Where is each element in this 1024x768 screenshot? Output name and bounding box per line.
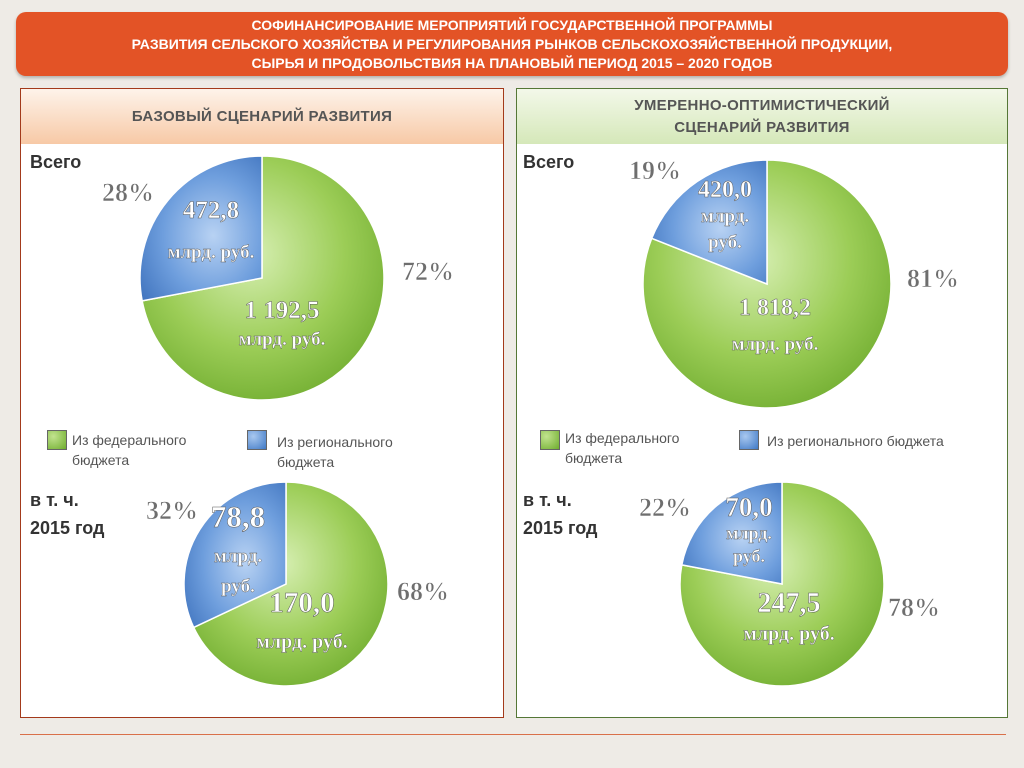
legend-federal-left-line-2: бюджета xyxy=(72,452,130,468)
legend-regional-left-line-1: Из регионального xyxy=(277,434,393,450)
legend-regional-swatch-left xyxy=(247,430,267,450)
unit-label-regional-right-2015: млрд. xyxy=(726,523,772,543)
left-year-label-line-1: в т. ч. xyxy=(30,490,79,510)
pie-slice-federal-right-total xyxy=(642,159,892,409)
optimistic-scenario-heading: УМЕРЕННО-ОПТИМИСТИЧЕСКИЙ СЦЕНАРИЙ РАЗВИТ… xyxy=(517,89,1007,144)
legend-federal-left-line-1: Из федерального xyxy=(72,432,187,448)
unit-label-regional-left-2015: руб. xyxy=(221,576,255,597)
value-label-federal-right-total: 1 818,2 xyxy=(739,295,811,321)
unit-label-federal-left-2015: млрд. руб. xyxy=(256,631,347,653)
legend-federal-label-right: Из федерального бюджета xyxy=(565,428,679,468)
footer-divider xyxy=(20,734,1006,735)
title-line-3: СЫРЬЯ И ПРОДОВОЛЬСТВИЯ НА ПЛАНОВЫЙ ПЕРИО… xyxy=(251,54,773,71)
unit-label-regional-right-total: млрд. xyxy=(701,206,749,227)
legend-regional-left-line-2: бюджета xyxy=(277,454,335,470)
title-line-1: СОФИНАНСИРОВАНИЕ МЕРОПРИЯТИЙ ГОСУДАРСТВЕ… xyxy=(251,16,773,33)
percent-label-regional-left-total: 28% xyxy=(102,178,154,207)
pie-slice-federal-left-total xyxy=(141,155,385,401)
optimistic-heading-line-2: СЦЕНАРИЙ РАЗВИТИЯ xyxy=(674,118,850,136)
value-label-federal-left-total: 1 192,5 xyxy=(245,297,320,324)
percent-label-federal-right-2015: 78% xyxy=(888,593,940,622)
value-label-regional-left-2015: 78,8 xyxy=(211,499,265,534)
unit-label-federal-left-total: млрд. руб. xyxy=(239,329,326,350)
right-total-label: Всего xyxy=(523,152,575,172)
base-scenario-heading: БАЗОВЫЙ СЦЕНАРИЙ РАЗВИТИЯ xyxy=(21,89,503,144)
right-year-label-line-2: 2015 год xyxy=(523,518,598,538)
page-title: СОФИНАНСИРОВАНИЕ МЕРОПРИЯТИЙ ГОСУДАРСТВЕ… xyxy=(16,12,1008,76)
percent-label-regional-right-total: 19% xyxy=(629,156,681,185)
legend-regional-label-right: Из регионального бюджета xyxy=(767,433,944,449)
title-line-2: РАЗВИТИЯ СЕЛЬСКОГО ХОЗЯЙСТВА И РЕГУЛИРОВ… xyxy=(131,35,893,52)
percent-label-federal-left-total: 72% xyxy=(402,257,454,286)
legend-regional-label-left: Из регионального бюджета xyxy=(277,432,393,472)
unit-label-regional-right-2015: руб. xyxy=(733,546,765,566)
value-label-regional-right-2015: 70,0 xyxy=(725,492,772,522)
pie-slice-federal-left-2015 xyxy=(192,481,389,687)
pie-slice-regional-right-total xyxy=(650,159,768,286)
right-year-label: в т. ч. 2015 год xyxy=(523,486,598,542)
value-label-federal-right-2015: 247,5 xyxy=(758,588,821,619)
optimistic-heading-line-1: УМЕРЕННО-ОПТИМИСТИЧЕСКИЙ xyxy=(634,96,890,114)
value-label-regional-left-total: 472,8 xyxy=(183,197,239,224)
unit-label-federal-right-total: млрд. руб. xyxy=(732,334,819,355)
legend-federal-right-line-2: бюджета xyxy=(565,450,623,466)
left-total-label: Всего xyxy=(30,152,82,172)
percent-label-regional-left-2015: 32% xyxy=(146,496,198,525)
legend-federal-swatch-left xyxy=(47,430,67,450)
unit-label-regional-left-total: млрд. руб. xyxy=(168,242,255,263)
percent-label-regional-right-2015: 22% xyxy=(639,493,691,522)
legend-federal-right-line-1: Из федерального xyxy=(565,430,680,446)
unit-label-regional-right-total: руб. xyxy=(708,232,742,253)
legend-regional-swatch-right xyxy=(739,430,759,450)
pie-slice-regional-left-total xyxy=(139,155,263,302)
value-label-federal-left-2015: 170,0 xyxy=(269,587,334,619)
right-year-label-line-1: в т. ч. xyxy=(523,490,572,510)
legend-federal-label-left: Из федерального бюджета xyxy=(72,430,186,470)
legend-federal-swatch-right xyxy=(540,430,560,450)
left-year-label-line-2: 2015 год xyxy=(30,518,105,538)
left-year-label: в т. ч. 2015 год xyxy=(30,486,105,542)
unit-label-regional-left-2015: млрд. xyxy=(214,546,262,567)
percent-label-federal-right-total: 81% xyxy=(907,264,959,293)
pie-slice-regional-left-2015 xyxy=(183,481,287,629)
pie-slice-regional-right-2015 xyxy=(680,481,783,585)
value-label-regional-right-total: 420,0 xyxy=(698,177,752,203)
base-scenario-heading-text: БАЗОВЫЙ СЦЕНАРИЙ РАЗВИТИЯ xyxy=(131,107,393,125)
unit-label-federal-right-2015: млрд. руб. xyxy=(743,623,834,645)
percent-label-federal-left-2015: 68% xyxy=(397,577,449,606)
